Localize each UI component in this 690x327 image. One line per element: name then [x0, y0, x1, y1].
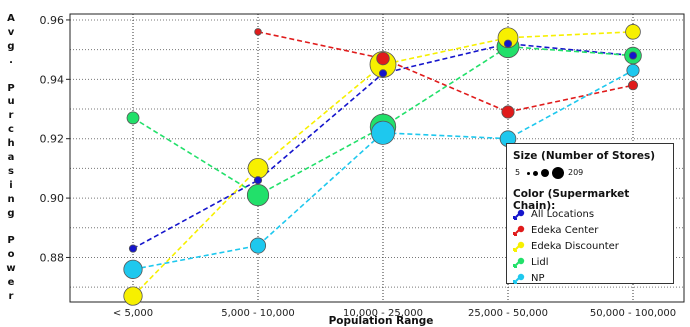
- legend-size-dot: [541, 169, 549, 177]
- data-point: [625, 24, 641, 40]
- y-axis-label-char: v: [7, 26, 15, 38]
- legend-swatch-icon: [513, 225, 525, 236]
- data-point: [253, 176, 263, 185]
- legend-item-label: NP: [531, 273, 545, 284]
- y-axis-label-char: e: [7, 277, 15, 289]
- legend-item-label: Lidl: [531, 257, 549, 268]
- legend: Size (Number of Stores) 5 209 Color (Sup…: [506, 143, 674, 284]
- legend-swatch-icon: [513, 209, 525, 220]
- tick-labels: 0.88 0.90 0.92 0.94 0.96 < 5,000 5,000 - 10,00…: [40, 14, 677, 319]
- y-axis-label-char: c: [8, 124, 14, 136]
- y-tick-label: 0.94: [40, 73, 65, 86]
- y-axis-label-char: g: [7, 40, 15, 52]
- y-axis-label-char: [4, 221, 18, 235]
- y-axis-label-char: i: [9, 179, 13, 191]
- legend-size-title: Size (Number of Stores): [513, 150, 656, 162]
- series-line: [257, 31, 634, 113]
- data-point: [126, 111, 140, 125]
- data-point: [128, 244, 138, 253]
- x-tick-label: 10,000 - 25,000: [343, 308, 423, 319]
- y-axis-label-char: u: [7, 96, 15, 108]
- y-axis-label-char: s: [8, 165, 14, 177]
- bubbles: [123, 24, 642, 306]
- data-point: [628, 51, 638, 60]
- x-tick-label: 25,000 - 50,000: [468, 308, 548, 319]
- x-tick-label: < 5,000: [113, 308, 153, 319]
- y-axis-label-char: a: [7, 152, 15, 164]
- y-axis-label-char: P: [7, 82, 15, 94]
- legend-item-label: Edeka Discounter: [531, 241, 619, 252]
- data-point: [249, 237, 267, 254]
- legend-size-dot: [552, 167, 564, 179]
- data-point: [627, 80, 639, 91]
- legend-size-dot: [527, 172, 530, 175]
- legend-item-label: All Locations: [531, 209, 595, 220]
- y-tick-label: 0.88: [40, 251, 65, 264]
- data-point: [123, 286, 143, 306]
- y-axis-label-char: P: [7, 235, 15, 247]
- data-point: [376, 51, 390, 66]
- axes: [66, 13, 685, 303]
- y-axis-label-char: [4, 68, 18, 82]
- legend-swatch-icon: [513, 257, 525, 268]
- y-tick-label: 0.92: [40, 133, 65, 146]
- legend-swatch-icon: [513, 241, 525, 252]
- legend-size-dot: [533, 171, 538, 176]
- data-point: [626, 63, 640, 77]
- legend-size-max: 209: [568, 168, 584, 177]
- legend-item-label: Edeka Center: [531, 225, 599, 236]
- y-axis-label-char: r: [8, 291, 14, 303]
- x-tick-label: 5,000 - 10,000: [221, 308, 295, 319]
- y-axis-label-char: w: [6, 263, 16, 275]
- data-point: [370, 120, 396, 145]
- legend-swatch-icon: [513, 273, 525, 284]
- data-point: [123, 259, 143, 279]
- y-axis-label-char: h: [7, 138, 15, 150]
- y-axis-label-char: A: [7, 13, 15, 24]
- x-tick-label: 50,000 - 100,000: [590, 308, 676, 319]
- y-axis-label-char: n: [7, 193, 15, 205]
- legend-color-title: Color (Supermarket Chain):: [513, 188, 630, 212]
- legend-size-min: 5: [515, 168, 521, 177]
- data-point: [378, 69, 388, 78]
- plot-frame: [69, 13, 685, 303]
- x-axis-label: Population Range: [329, 315, 434, 327]
- data-point: [246, 184, 270, 207]
- data-point: [254, 28, 262, 36]
- data-point: [501, 105, 515, 119]
- y-axis-label-char: r: [8, 110, 14, 122]
- legend-size-scale: 5 209: [515, 165, 665, 181]
- data-point: [503, 39, 513, 48]
- y-tick-label: 0.90: [40, 192, 65, 205]
- series-line: [132, 69, 634, 271]
- y-tick-label: 0.96: [40, 14, 65, 27]
- data-point: [247, 158, 269, 179]
- y-axis-label-char: g: [7, 207, 15, 219]
- y-axis-label-char: o: [7, 249, 15, 261]
- y-axis-label-char: .: [9, 54, 13, 66]
